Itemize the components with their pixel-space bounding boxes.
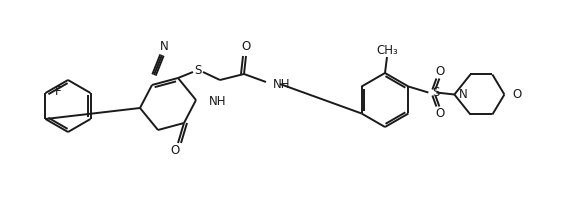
Text: NH: NH (209, 95, 226, 109)
Text: CH₃: CH₃ (376, 44, 398, 56)
Text: S: S (432, 86, 440, 99)
Text: N: N (458, 88, 467, 101)
Text: F: F (54, 85, 61, 99)
Text: O: O (170, 145, 179, 157)
Text: O: O (512, 88, 522, 101)
Text: O: O (436, 107, 445, 120)
Text: O: O (436, 65, 445, 78)
Text: NH: NH (273, 78, 290, 90)
Text: S: S (194, 63, 201, 77)
Text: N: N (160, 39, 168, 53)
Text: O: O (241, 41, 251, 53)
